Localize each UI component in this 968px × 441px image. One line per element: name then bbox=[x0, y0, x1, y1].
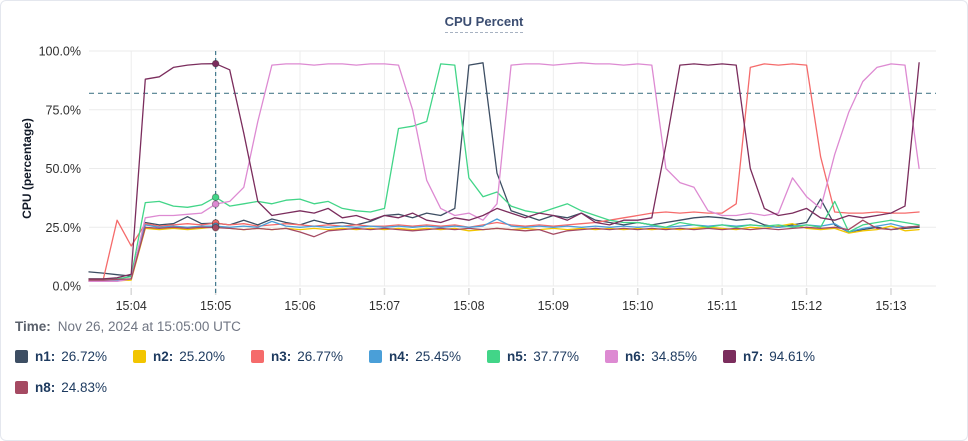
series-line-n8 bbox=[88, 219, 920, 281]
x-tick-label: 15:05 bbox=[200, 299, 231, 311]
legend: n1: 26.72% n2: 25.20% n3: 26.77% n4: 25.45% n5: 3… bbox=[1, 334, 967, 406]
chart-header: CPU Percent bbox=[1, 1, 967, 39]
crosshair-dot-n7 bbox=[211, 59, 220, 68]
x-tick-label: 15:13 bbox=[875, 299, 906, 311]
legend-swatch bbox=[15, 380, 28, 394]
legend-series-name: n8: bbox=[35, 379, 56, 395]
chart-title[interactable]: CPU Percent bbox=[444, 14, 524, 33]
legend-series-value: 25.20% bbox=[179, 348, 226, 364]
legend-series-name: n7: bbox=[743, 348, 764, 364]
series-line-n2 bbox=[88, 223, 920, 282]
legend-swatch bbox=[15, 349, 28, 363]
crosshair-time-readout: Time: Nov 26, 2024 at 15:05:00 UTC bbox=[1, 319, 967, 334]
legend-series-value: 26.72% bbox=[61, 348, 108, 364]
legend-series-value: 37.77% bbox=[533, 348, 580, 364]
crosshair-dot-n5 bbox=[211, 193, 220, 202]
x-tick-label: 15:10 bbox=[622, 299, 653, 311]
time-label: Time: bbox=[15, 319, 51, 334]
legend-series-name: n3: bbox=[271, 348, 292, 364]
legend-series-name: n5: bbox=[507, 348, 528, 364]
y-tick-label: 25.0% bbox=[46, 221, 81, 235]
cpu-chart-svg[interactable]: 0.0% 25.0% 50.0% 75.0% 100.0% 15:04 15:05 15:06… bbox=[1, 39, 968, 313]
legend-item-n6[interactable]: n6: 34.85% bbox=[605, 344, 723, 368]
y-tick-label: 100.0% bbox=[39, 45, 81, 59]
series-line-n5 bbox=[88, 63, 920, 280]
legend-item-n2[interactable]: n2: 25.20% bbox=[133, 344, 251, 368]
crosshair-dot-n6 bbox=[211, 200, 220, 208]
y-tick-label: 75.0% bbox=[46, 103, 81, 117]
legend-swatch bbox=[605, 349, 618, 363]
time-value: Nov 26, 2024 at 15:05:00 UTC bbox=[57, 319, 241, 334]
legend-series-value: 94.61% bbox=[769, 348, 816, 364]
legend-item-n5[interactable]: n5: 37.77% bbox=[487, 344, 605, 368]
x-tick-label: 15:12 bbox=[791, 299, 822, 311]
legend-item-n8[interactable]: n8: 24.83% bbox=[15, 375, 133, 399]
x-tick-label: 15:09 bbox=[538, 299, 569, 311]
series-line-n6 bbox=[88, 62, 920, 282]
series-line-n3 bbox=[88, 63, 920, 281]
legend-series-name: n2: bbox=[153, 348, 174, 364]
series-line-n7 bbox=[88, 62, 920, 280]
x-tick-label: 15:07 bbox=[369, 299, 400, 311]
x-tick-label: 15:11 bbox=[707, 299, 737, 311]
legend-item-n7[interactable]: n7: 94.61% bbox=[723, 344, 841, 368]
y-tick-label: 50.0% bbox=[46, 162, 81, 176]
legend-series-name: n1: bbox=[35, 348, 56, 364]
series-line-n1 bbox=[88, 62, 920, 277]
x-tick-label: 15:04 bbox=[116, 299, 147, 311]
legend-swatch bbox=[369, 349, 382, 363]
x-tick-label: 15:06 bbox=[284, 299, 315, 311]
series-line-n4 bbox=[88, 218, 920, 282]
legend-series-value: 25.45% bbox=[415, 348, 462, 364]
legend-series-value: 24.83% bbox=[61, 379, 108, 395]
legend-item-n3[interactable]: n3: 26.77% bbox=[251, 344, 369, 368]
chart-area: 0.0% 25.0% 50.0% 75.0% 100.0% 15:04 15:05 15:06… bbox=[1, 39, 968, 313]
legend-series-name: n6: bbox=[625, 348, 646, 364]
legend-item-n4[interactable]: n4: 25.45% bbox=[369, 344, 487, 368]
y-axis-title: CPU (percentage) bbox=[20, 118, 34, 219]
x-tick-label: 15:08 bbox=[453, 299, 484, 311]
legend-series-value: 34.85% bbox=[651, 348, 698, 364]
legend-swatch bbox=[487, 349, 500, 363]
legend-series-name: n4: bbox=[389, 348, 410, 364]
crosshair-dot-n8 bbox=[211, 223, 220, 232]
legend-item-n1[interactable]: n1: 26.72% bbox=[15, 344, 133, 368]
y-tick-label: 0.0% bbox=[53, 280, 82, 294]
legend-series-value: 26.77% bbox=[297, 348, 344, 364]
legend-swatch bbox=[723, 349, 736, 363]
legend-swatch bbox=[133, 349, 146, 363]
legend-swatch bbox=[251, 349, 264, 363]
